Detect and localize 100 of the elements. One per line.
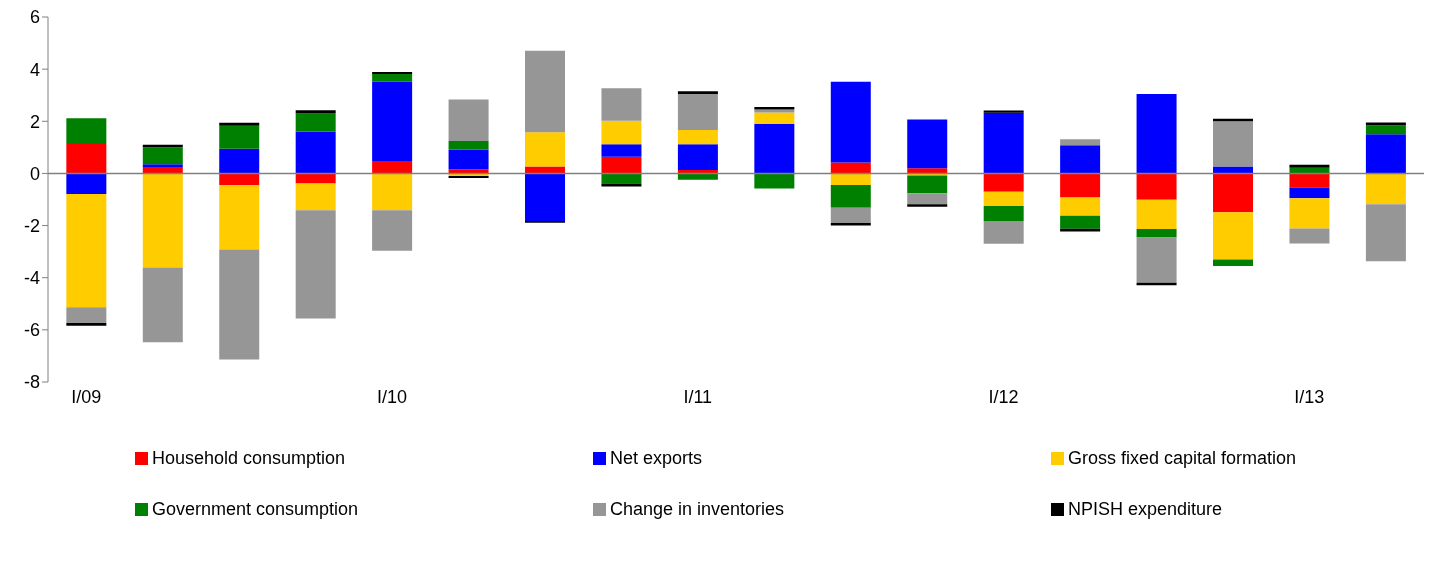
bar [448,169,489,174]
bar [219,185,260,250]
bar [525,50,566,133]
bar [1213,166,1254,174]
bar [1060,173,1101,198]
bar [1060,139,1101,146]
bar [830,162,871,174]
bar [983,191,1024,207]
bar [677,91,718,94]
legend-label: Change in inventories [610,499,785,520]
y-tick-label: -6 [23,320,40,341]
bar [1365,204,1406,262]
bar [1289,228,1330,244]
bar [1365,125,1406,135]
bar [983,112,1024,174]
bar [677,144,718,171]
bar [1289,173,1330,188]
bar [983,220,1024,244]
bar [907,173,948,176]
bar [1365,134,1406,174]
bar [295,210,336,319]
legend-label: Gross fixed capital formation [1068,448,1297,469]
bar [142,267,183,343]
bar [1136,173,1177,200]
bar [601,120,642,145]
bar [372,210,413,251]
bar [295,113,336,132]
bar [1365,173,1406,205]
bar [907,193,948,205]
y-tick-label: -2 [23,215,40,236]
bar [448,141,489,150]
bar [372,72,413,75]
bar [983,110,1024,113]
bar [1289,198,1330,229]
legend-label: Government consumption [152,499,359,520]
bar [754,112,795,124]
bar [372,81,413,161]
bar [448,99,489,142]
bar [1136,237,1177,283]
x-tick-label: I/13 [1294,386,1325,407]
bar [448,149,489,170]
bar [295,110,336,114]
bar [372,74,413,82]
bar [983,206,1024,221]
bar [601,173,642,184]
bar [601,88,642,121]
bar [830,222,871,226]
bar [601,144,642,157]
legend-label: NPISH expenditure [1068,499,1223,520]
y-tick-label: 4 [29,59,40,80]
bar [142,173,183,268]
bar [1060,215,1101,229]
y-tick-label: 2 [29,111,40,132]
x-tick-label: I/12 [988,386,1019,407]
bar [1060,197,1101,216]
bar [295,173,336,184]
bar [907,168,948,174]
bar [677,129,718,145]
bar [907,204,948,207]
bar [372,160,413,174]
bar [66,194,107,308]
bar [830,81,871,163]
bar [601,156,642,174]
bar [754,123,795,174]
bar [907,175,948,194]
bar [1289,164,1330,168]
bar [983,173,1024,192]
bar [830,173,871,185]
bar [66,323,107,326]
bar [525,173,566,221]
legend-label: Net exports [610,448,703,469]
bar [677,93,718,130]
y-tick-label: -8 [23,372,40,393]
x-tick-label: I/09 [71,386,102,407]
bar [1136,228,1177,238]
bar [1060,228,1101,232]
bar [219,249,260,360]
bar [295,131,336,174]
bar [66,118,107,144]
x-tick-label: I/11 [683,386,713,407]
legend-label: Household consumption [152,448,346,469]
bar [830,184,871,208]
bar [142,164,183,168]
bar [1060,145,1101,174]
bar [66,307,107,324]
bar [1213,121,1254,167]
bar [1213,173,1254,213]
bar [525,132,566,167]
x-tick-label: I/10 [376,386,408,407]
bar [525,166,566,174]
bar [219,125,260,149]
bar [219,122,260,126]
bar [1213,212,1254,260]
bar [66,173,107,195]
y-tick-label: 6 [29,7,40,28]
bar [1213,259,1254,266]
bar [219,148,260,174]
bar [677,173,718,180]
bar [219,173,260,186]
bar [1136,199,1177,229]
